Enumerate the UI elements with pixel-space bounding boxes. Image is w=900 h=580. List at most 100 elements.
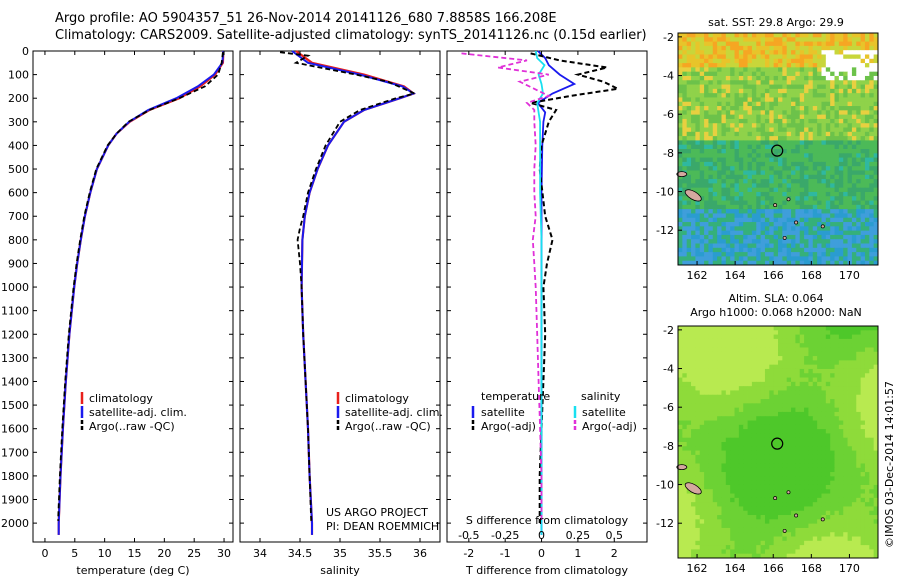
map-cell [773, 399, 779, 404]
map-cell [747, 50, 753, 55]
map-cell [843, 127, 848, 133]
map-cell [734, 54, 740, 60]
map-cell [812, 209, 818, 214]
map-cell [708, 209, 714, 214]
map-cell [817, 234, 822, 240]
map-cell [782, 230, 788, 236]
map-cell [678, 450, 683, 456]
map-cell [773, 420, 779, 426]
map-cell [704, 140, 709, 146]
map-cell [851, 222, 857, 227]
map-cell [699, 33, 705, 38]
map-cell [808, 256, 814, 262]
map-cell [791, 523, 796, 529]
map-cell [734, 390, 740, 396]
map-cell [860, 243, 866, 249]
map-cell [851, 411, 857, 417]
depth-tick-label: 1800 [1, 470, 29, 483]
map-cell [817, 222, 822, 227]
map-cell [764, 510, 770, 516]
map-cell [795, 41, 801, 47]
map-cell [682, 506, 688, 512]
map-cell [699, 157, 705, 163]
s-diff-tick-label: 0.5 [606, 529, 624, 542]
map-cell [691, 338, 696, 344]
map-cell [686, 41, 692, 47]
map-cell [786, 527, 792, 533]
map-cell [799, 200, 805, 206]
map-cell [756, 101, 762, 107]
map-cell [730, 394, 735, 400]
map-cell [734, 454, 740, 460]
map-cell [847, 80, 853, 85]
map-cell [834, 88, 840, 94]
map-cell [734, 506, 740, 512]
map-cell [747, 377, 753, 383]
map-cell [686, 429, 692, 434]
map-cell [769, 519, 775, 525]
map-cell [686, 424, 692, 430]
map-cell [756, 489, 762, 494]
map-cell [712, 200, 718, 206]
map-cell [808, 334, 814, 340]
map-cell [734, 523, 740, 529]
map-cell [778, 149, 783, 154]
map-cell [838, 247, 844, 253]
map-cell [808, 187, 814, 193]
map-cell [738, 213, 744, 219]
map-cell [751, 106, 757, 111]
map-cell [682, 497, 688, 503]
map-cell [799, 213, 805, 219]
map-cell [717, 532, 722, 537]
map-cell [804, 183, 809, 189]
map-cell [856, 399, 862, 404]
map-cell [864, 381, 870, 387]
map-cell [808, 351, 814, 357]
map-cell [799, 170, 805, 176]
map-cell [812, 157, 818, 163]
map-cell [691, 493, 696, 499]
map-cell [695, 459, 701, 464]
map-cell [843, 118, 848, 124]
map-cell [825, 510, 831, 516]
map-cell [704, 407, 709, 413]
map-cell [786, 101, 792, 107]
map-cell [764, 41, 770, 47]
map-cell [860, 497, 866, 503]
map-cell [843, 489, 848, 494]
map-cell [764, 416, 770, 421]
map-cell [699, 351, 705, 357]
map-cell [725, 527, 731, 533]
map-cell [786, 411, 792, 417]
map-cell [695, 399, 701, 404]
map-cell [721, 200, 727, 206]
map-cell [838, 476, 844, 482]
map-cell [686, 502, 692, 507]
map-cell [678, 330, 683, 335]
map-cell [717, 41, 722, 47]
map-cell [838, 347, 844, 353]
map-cell [751, 420, 757, 426]
map-cell [804, 239, 809, 244]
map-cell [760, 403, 766, 409]
map-cell [691, 209, 696, 214]
map-cell [817, 420, 822, 426]
map-cell [747, 343, 753, 348]
map-cell [691, 93, 696, 98]
map-cell [717, 80, 722, 85]
map-cell [834, 446, 840, 451]
map-cell [782, 45, 788, 51]
map-cell [695, 523, 701, 529]
map-cell [747, 472, 753, 477]
map-cell [747, 360, 753, 366]
map-cell [695, 187, 701, 193]
map-cell [704, 191, 709, 197]
map-cell [808, 45, 814, 51]
map-cell [812, 476, 818, 482]
map-cell [760, 71, 766, 77]
map-cell [799, 179, 805, 184]
map-cell [778, 377, 783, 383]
map-cell [843, 472, 848, 477]
map-cell [704, 527, 709, 533]
map-cell [834, 403, 840, 409]
